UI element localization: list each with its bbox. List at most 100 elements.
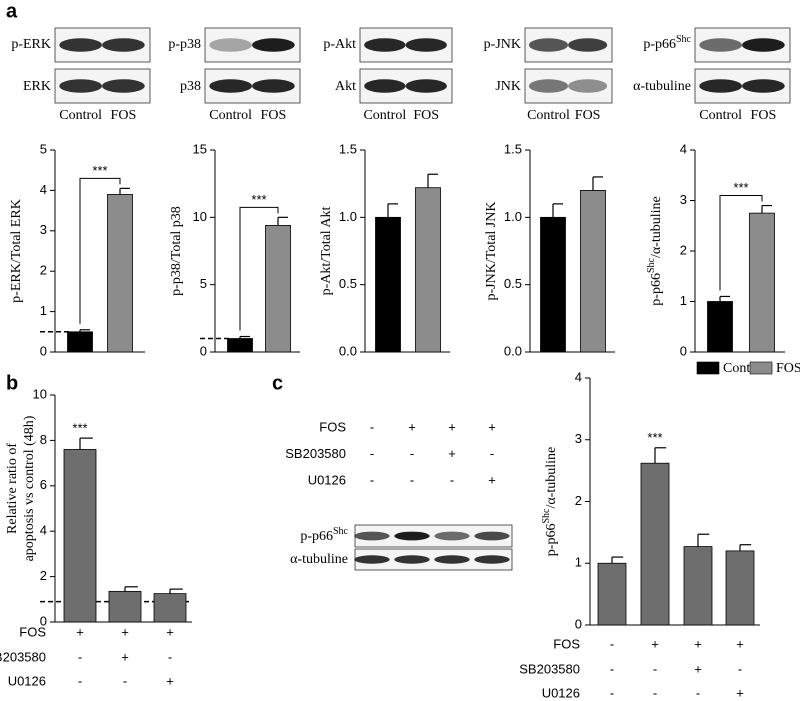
blot-band bbox=[699, 38, 743, 52]
label-part: /α-tubuline bbox=[544, 447, 559, 509]
bar bbox=[265, 225, 291, 353]
y-axis-label: Relative ratio of bbox=[5, 443, 20, 534]
y-tick-label: 0 bbox=[200, 343, 207, 358]
significance-bracket bbox=[239, 206, 279, 331]
label-sup: Shc bbox=[333, 526, 349, 537]
condition-label: SB203580 bbox=[285, 446, 346, 461]
condition-mark: + bbox=[488, 472, 496, 487]
bar bbox=[749, 212, 775, 353]
lane-label: Control bbox=[363, 108, 406, 123]
panel-label: a bbox=[6, 0, 18, 22]
condition-mark: + bbox=[694, 661, 702, 676]
bar bbox=[683, 546, 713, 626]
blot-band bbox=[699, 79, 743, 93]
blot-band bbox=[405, 79, 447, 93]
condition-mark: + bbox=[76, 624, 84, 639]
condition-mark: - bbox=[370, 472, 374, 487]
condition-mark: - bbox=[653, 661, 657, 676]
significance-label: *** bbox=[647, 430, 662, 445]
y-tick-label: 0 bbox=[40, 613, 47, 628]
condition-mark: - bbox=[370, 446, 374, 461]
condition-mark: - bbox=[123, 673, 127, 688]
blot-band bbox=[434, 555, 470, 564]
label-part: p-p66 bbox=[643, 37, 676, 52]
panel-label: c bbox=[272, 372, 283, 394]
y-axis-label: p-ERK/Total ERK bbox=[9, 199, 24, 303]
condition-mark: - bbox=[410, 446, 414, 461]
y-axis-label: p-Akt/Total Akt bbox=[319, 206, 334, 295]
condition-label: SB203580 bbox=[0, 649, 46, 664]
y-tick-label: 3 bbox=[40, 222, 47, 237]
y-tick-label: 2 bbox=[680, 242, 687, 257]
condition-label: U0126 bbox=[542, 685, 580, 700]
condition-mark: - bbox=[450, 472, 454, 487]
condition-mark: - bbox=[490, 446, 494, 461]
y-tick-label: 1.0 bbox=[339, 209, 357, 224]
bar bbox=[108, 590, 142, 623]
y-tick-label: 6 bbox=[40, 477, 47, 492]
condition-mark: - bbox=[78, 673, 82, 688]
significance-bracket bbox=[79, 177, 121, 324]
blot-band bbox=[474, 531, 510, 541]
condition-mark: - bbox=[738, 661, 742, 676]
y-tick-label: 1 bbox=[40, 303, 47, 318]
condition-mark: + bbox=[121, 624, 129, 639]
blot-band bbox=[209, 38, 253, 52]
blot-band bbox=[568, 38, 608, 52]
y-tick-label: 1.5 bbox=[339, 141, 357, 156]
legend-swatch bbox=[749, 361, 773, 375]
condition-mark: - bbox=[610, 685, 614, 700]
y-tick-label: 0.5 bbox=[339, 276, 357, 291]
condition-mark: + bbox=[448, 446, 456, 461]
y-tick-label: 3 bbox=[575, 431, 582, 446]
bar bbox=[597, 562, 627, 626]
condition-mark: + bbox=[736, 636, 744, 651]
blot-label: α-tubuline bbox=[633, 79, 691, 94]
y-tick-label: 5 bbox=[40, 141, 47, 156]
blot-band bbox=[528, 38, 569, 52]
blot-label: p-JNK bbox=[484, 37, 521, 52]
y-tick-label: 3 bbox=[680, 192, 687, 207]
legend-label: FOS bbox=[776, 361, 800, 376]
bar bbox=[707, 301, 733, 353]
condition-mark: + bbox=[651, 636, 659, 651]
y-tick-label: 1 bbox=[575, 555, 582, 570]
blot-band bbox=[354, 531, 390, 541]
y-axis-label: apoptosis vs control (48h) bbox=[22, 415, 37, 561]
bar bbox=[415, 187, 441, 353]
condition-mark: - bbox=[610, 661, 614, 676]
bar bbox=[580, 189, 606, 353]
blot-label: p38 bbox=[180, 79, 201, 94]
condition-mark: - bbox=[696, 685, 700, 700]
bar bbox=[540, 216, 566, 353]
y-tick-label: 8 bbox=[40, 432, 47, 447]
lane-label: FOS bbox=[751, 108, 777, 123]
lane-label: Control bbox=[527, 108, 570, 123]
blot-band bbox=[394, 531, 430, 541]
legend-swatch bbox=[696, 361, 720, 375]
condition-mark: + bbox=[736, 685, 744, 700]
y-axis-label: p-p66Shc/α-tubuline bbox=[541, 447, 559, 556]
condition-mark: + bbox=[121, 649, 129, 664]
condition-mark: - bbox=[410, 472, 414, 487]
condition-label: U0126 bbox=[308, 472, 346, 487]
y-tick-label: 10 bbox=[193, 209, 207, 224]
y-tick-label: 0.0 bbox=[504, 343, 522, 358]
y-axis-label: p-JNK/Total JNK bbox=[484, 202, 499, 301]
y-tick-label: 0.0 bbox=[339, 343, 357, 358]
bar bbox=[107, 194, 133, 353]
blot-label: p-Akt bbox=[323, 37, 356, 52]
y-tick-label: 15 bbox=[193, 141, 207, 156]
blot-label: p-p66Shc bbox=[643, 34, 691, 52]
condition-label: FOS bbox=[19, 624, 46, 639]
condition-mark: - bbox=[610, 636, 614, 651]
blot-band bbox=[528, 79, 569, 93]
blot-band bbox=[59, 38, 103, 52]
bar bbox=[725, 550, 755, 626]
blot-band bbox=[568, 79, 608, 93]
bar bbox=[640, 462, 670, 626]
condition-mark: - bbox=[370, 419, 374, 434]
bar bbox=[63, 449, 97, 623]
blot-band bbox=[405, 38, 447, 52]
lane-label: FOS bbox=[413, 108, 439, 123]
